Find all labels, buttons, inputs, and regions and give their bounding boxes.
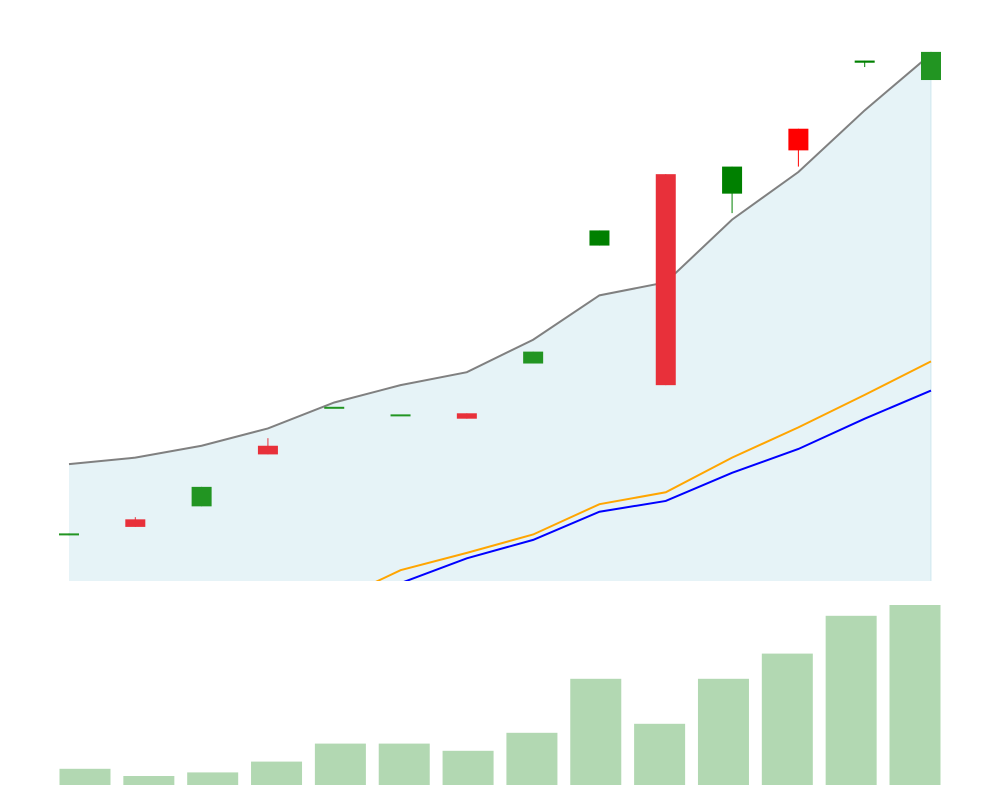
volume-bar bbox=[314, 743, 366, 785]
upper-band-line bbox=[68, 53, 932, 466]
candle bbox=[523, 351, 544, 364]
volume-bar bbox=[889, 605, 941, 785]
candle bbox=[257, 438, 278, 455]
candle bbox=[125, 517, 146, 527]
candle bbox=[655, 174, 676, 386]
candle bbox=[59, 533, 79, 536]
orange-line bbox=[375, 360, 932, 581]
candle bbox=[191, 486, 212, 507]
candle-body bbox=[257, 445, 278, 455]
candle bbox=[390, 414, 411, 417]
candle-body bbox=[921, 51, 941, 81]
volume-bar bbox=[761, 653, 813, 785]
volume-bar bbox=[506, 732, 558, 785]
candle-body bbox=[788, 128, 809, 151]
candle bbox=[722, 166, 743, 214]
candle-body bbox=[722, 166, 743, 194]
volume-bar bbox=[697, 678, 749, 785]
volume-bar bbox=[825, 615, 877, 785]
candle bbox=[324, 406, 345, 409]
blue-line bbox=[403, 389, 932, 581]
candle-body bbox=[191, 486, 212, 507]
band-fill bbox=[69, 54, 931, 581]
candle-body bbox=[390, 414, 411, 417]
volume-bar bbox=[570, 678, 622, 785]
candle-body bbox=[324, 406, 345, 409]
volume-bar bbox=[378, 743, 430, 785]
volume-bar bbox=[123, 776, 175, 785]
volume-panel bbox=[59, 605, 941, 785]
price-panel bbox=[59, 51, 941, 581]
candle bbox=[589, 230, 610, 246]
volume-bar bbox=[251, 761, 303, 785]
candle-body bbox=[59, 533, 79, 536]
candle-body bbox=[523, 351, 544, 364]
candle-body bbox=[655, 174, 676, 386]
volume-bar bbox=[634, 723, 686, 785]
volume-bar bbox=[59, 768, 111, 785]
volume-bar bbox=[442, 750, 494, 785]
candle-body bbox=[125, 519, 146, 527]
candle-body bbox=[589, 230, 610, 246]
candle bbox=[788, 128, 809, 167]
volume-bar bbox=[187, 772, 239, 785]
candle bbox=[456, 413, 477, 419]
candle-body bbox=[854, 60, 875, 63]
candle bbox=[921, 51, 941, 81]
candle bbox=[854, 60, 875, 68]
candle-body bbox=[456, 413, 477, 419]
